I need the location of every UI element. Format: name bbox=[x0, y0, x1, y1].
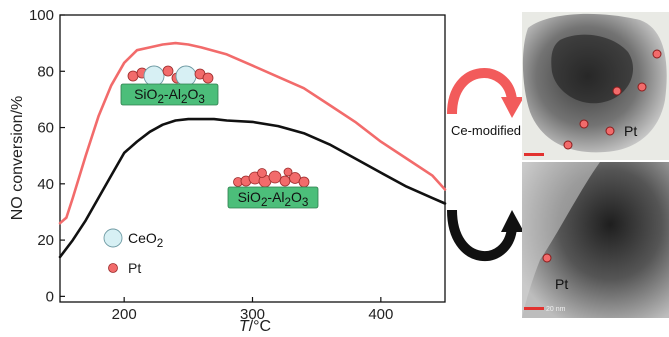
tem-pt-marker bbox=[579, 119, 589, 129]
pt-particle-icon bbox=[257, 168, 267, 178]
tem-pt-marker bbox=[563, 140, 573, 150]
pt-particle-icon bbox=[268, 170, 282, 184]
black-curved-arrow-icon bbox=[447, 209, 517, 262]
legend-label-ceo2: CeO2 bbox=[128, 230, 164, 250]
series-line-black bbox=[58, 117, 447, 259]
y-tick-label: 20 bbox=[37, 232, 54, 249]
tem-bottom-scale-bar bbox=[524, 307, 544, 310]
tem-bottom-pt-label: Pt bbox=[555, 276, 568, 292]
pt-particle-icon bbox=[162, 65, 174, 77]
tem-image-bottom: Pt 20 nm bbox=[522, 162, 669, 318]
black-arrow-head bbox=[501, 210, 524, 232]
x-tick-label: 300 bbox=[240, 306, 265, 323]
x-axis-ticks: 200 300 400 bbox=[112, 297, 393, 323]
support-block-bottom bbox=[227, 186, 319, 209]
legend-label-pt: Pt bbox=[128, 260, 141, 276]
support-label-top: SiO2-Al2O3 bbox=[134, 86, 205, 105]
tem-pt-marker bbox=[612, 86, 622, 96]
x-axis-title: T/°C bbox=[239, 318, 271, 335]
support-label-bottom: SiO2-Al2O3 bbox=[237, 189, 309, 208]
tem-pt-marker bbox=[652, 49, 662, 59]
series-line-red bbox=[58, 41, 447, 225]
tem-pt-marker bbox=[542, 253, 552, 263]
plot-frame bbox=[59, 14, 446, 303]
y-tick-label: 100 bbox=[29, 7, 54, 24]
ceo2-particle-icon bbox=[175, 65, 197, 87]
ce-modified-catalyst-illustration: SiO2-Al2O3 bbox=[120, 65, 219, 106]
legend: CeO2 Pt bbox=[103, 228, 164, 276]
ceo2-particle-icon bbox=[143, 65, 165, 87]
y-tick-label: 80 bbox=[37, 63, 54, 80]
tem-top-dense-region bbox=[551, 34, 634, 104]
y-tick-label: 0 bbox=[46, 288, 54, 305]
pt-particle-icon bbox=[202, 72, 214, 84]
cycle-arrows: Ce-modified bbox=[447, 68, 524, 262]
ceo2-legend-icon bbox=[103, 228, 123, 248]
red-curved-arrow-icon bbox=[447, 68, 517, 115]
y-tick-label: 40 bbox=[37, 176, 54, 193]
y-tick-label: 60 bbox=[37, 120, 54, 137]
pt-particle-icon bbox=[279, 175, 291, 187]
tem-bottom-scale-label: 20 nm bbox=[546, 306, 566, 313]
red-arrow-head bbox=[501, 97, 524, 118]
pt-legend-icon bbox=[108, 263, 118, 273]
pt-only-catalyst-illustration: SiO2-Al2O3 bbox=[227, 167, 319, 209]
pt-particle-icon bbox=[298, 176, 310, 188]
x-tick-label: 200 bbox=[112, 306, 137, 323]
tem-pt-marker bbox=[637, 82, 647, 92]
x-tick-label: 400 bbox=[368, 306, 393, 323]
series-layer bbox=[58, 41, 447, 259]
ce-modified-label: Ce-modified bbox=[451, 123, 521, 138]
tem-top-pt-label: Pt bbox=[624, 123, 637, 139]
pt-particle-icon bbox=[283, 167, 293, 177]
pt-particle-icon bbox=[127, 70, 139, 82]
tem-pt-marker bbox=[605, 126, 615, 136]
tem-image-top: Pt bbox=[522, 12, 669, 160]
y-axis-ticks: 0 20 40 60 80 100 bbox=[29, 7, 65, 305]
y-axis-title: NO conversion/% bbox=[9, 96, 26, 221]
tem-top-scale-bar bbox=[524, 153, 544, 156]
tem-bottom-light-region bbox=[522, 162, 600, 318]
support-block-top bbox=[120, 83, 219, 106]
